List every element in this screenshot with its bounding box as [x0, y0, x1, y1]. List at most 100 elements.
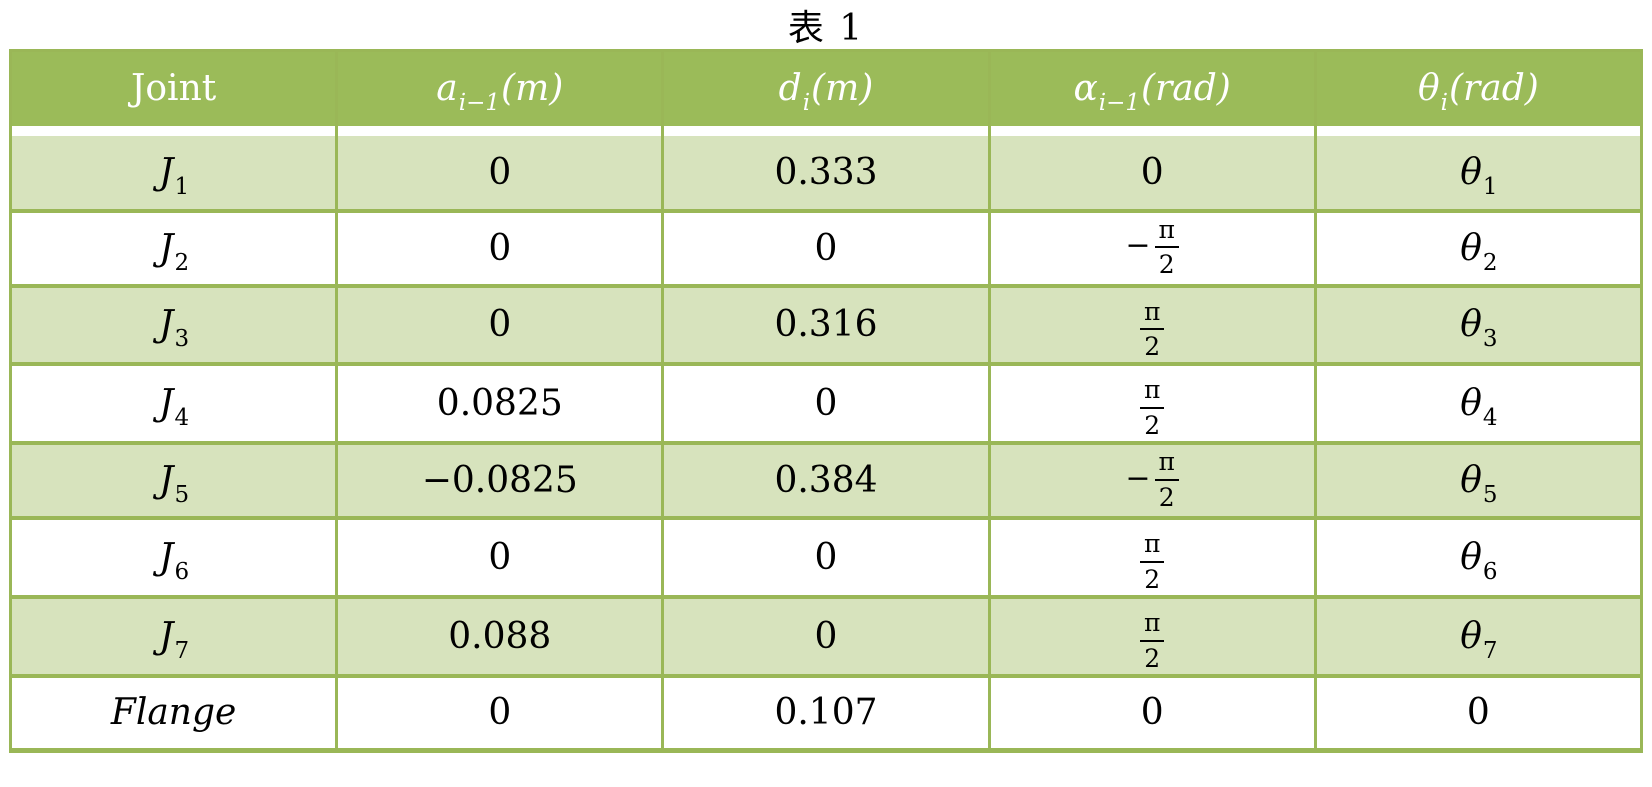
- fraction-numerator: π: [1139, 608, 1165, 642]
- math-symbol: a: [436, 68, 458, 110]
- cell-value: 0: [488, 151, 512, 193]
- cell-value: 0: [814, 615, 838, 657]
- math-subscript: 3: [174, 326, 190, 353]
- table-cell: J7: [8, 596, 339, 678]
- cell-value: Joint: [130, 68, 217, 110]
- table-cell: Flange: [8, 675, 339, 753]
- math-subscript: i: [802, 90, 811, 117]
- math-symbol: J: [159, 615, 174, 657]
- table-row: J5 −0.0825 0.384− π 2 θ5: [8, 443, 1644, 520]
- separator-cell: [987, 125, 1317, 136]
- table-cell: 0: [335, 210, 665, 288]
- table-cell: 0: [335, 675, 665, 753]
- table-cell: θ5: [1313, 443, 1644, 520]
- cell-value: −0.0825: [421, 460, 578, 501]
- table-cell: 0: [335, 285, 665, 367]
- column-header: αi−1(rad): [987, 49, 1317, 126]
- math-subscript: i−1: [1098, 90, 1141, 117]
- math-subscript: 4: [174, 405, 190, 432]
- table-cell: J4: [8, 364, 339, 445]
- table-cell: 0: [661, 596, 991, 678]
- math-subscript: 4: [1482, 405, 1498, 432]
- math-symbol: J: [159, 227, 174, 269]
- math-symbol: θ: [1460, 615, 1482, 657]
- table-cell: − π 2: [987, 210, 1317, 288]
- math-symbol: d: [778, 68, 802, 110]
- fraction-numerator: π: [1154, 447, 1179, 481]
- math-symbol: θ: [1460, 460, 1482, 501]
- math-symbol: θ: [1460, 304, 1482, 346]
- math-unit: (rad): [1448, 68, 1539, 110]
- cell-value: 0: [814, 383, 838, 425]
- math-symbol: θ: [1460, 227, 1482, 269]
- cell-value: 0: [488, 692, 512, 734]
- table-cell: − π 2: [987, 443, 1317, 520]
- math-symbol: J: [159, 151, 174, 193]
- column-header: di(m): [661, 49, 991, 126]
- math-subscript: 7: [174, 637, 190, 664]
- math-subscript: 3: [1482, 326, 1498, 353]
- table-row: J6 0 0 π 2 θ6: [8, 518, 1644, 599]
- cell-value: 0: [814, 536, 838, 578]
- cell-value: 0.088: [448, 615, 552, 657]
- fraction-denominator: 2: [1158, 482, 1175, 512]
- math-subscript: 1: [174, 173, 190, 200]
- cell-value: 0: [488, 227, 512, 269]
- fraction-sign: −: [1125, 460, 1151, 496]
- math-symbol: J: [159, 383, 174, 425]
- cell-value: 0.316: [774, 304, 878, 346]
- cell-value: 0.384: [774, 460, 878, 501]
- table-cell: 0.107: [661, 675, 991, 753]
- header-row: Joint a i−1 (m) di(m) αi−1(rad) θ i (rad): [8, 49, 1644, 126]
- math-subscript: 5: [174, 482, 190, 508]
- table-cell: 0: [661, 210, 991, 288]
- fraction-numerator: π: [1139, 529, 1165, 563]
- math-symbol: α: [1073, 68, 1098, 110]
- table-cell: 0: [661, 364, 991, 445]
- table-cell: θ2: [1313, 210, 1644, 288]
- table-row: J3 0 0.316 π 2 θ3: [8, 285, 1644, 367]
- table-row: Flange 0 0.107 0 0: [8, 675, 1644, 753]
- table-cell: 0.316: [661, 285, 991, 367]
- math-symbol: θ: [1460, 383, 1482, 425]
- table-cell: J5: [8, 443, 339, 520]
- cell-value: 0: [488, 536, 512, 578]
- table-cell: θ6: [1313, 518, 1644, 599]
- table-cell: 0.088: [335, 596, 665, 678]
- table-cell: 0: [335, 518, 665, 599]
- math-symbol: θ: [1417, 68, 1440, 110]
- table-row: J7 0.088 0 π 2 θ 7: [8, 596, 1644, 678]
- cell-value: 0.0825: [436, 383, 563, 425]
- fraction-denominator: 2: [1144, 411, 1161, 440]
- table-cell: 0: [987, 675, 1317, 753]
- separator-cell: [335, 125, 665, 136]
- table-cell: 0: [1313, 675, 1644, 753]
- table-cell: θ4: [1313, 364, 1644, 445]
- fraction-numerator: π: [1139, 375, 1165, 409]
- table-cell: 0: [661, 518, 991, 599]
- table-cell: J1: [8, 135, 339, 213]
- table-cell: −0.0825: [335, 443, 665, 520]
- math-unit: (rad): [1141, 68, 1231, 110]
- math-subscript: 1: [1482, 173, 1498, 200]
- table-cell: 0.333: [661, 135, 991, 213]
- header-separator-row: [8, 125, 1644, 136]
- math-subscript: 6: [174, 558, 190, 585]
- cell-value: 0: [814, 227, 838, 269]
- cell-value: Flange: [110, 692, 237, 734]
- math-subscript: 6: [1482, 558, 1498, 585]
- math-unit: (m): [811, 68, 874, 110]
- math-symbol: J: [159, 536, 174, 578]
- cell-value: 0: [1466, 692, 1490, 734]
- math-symbol: θ: [1460, 536, 1482, 578]
- table-cell: 0: [335, 135, 665, 213]
- fraction-denominator: 2: [1158, 250, 1175, 280]
- table-cell: θ1: [1313, 135, 1644, 213]
- cell-value: 0: [1140, 692, 1164, 734]
